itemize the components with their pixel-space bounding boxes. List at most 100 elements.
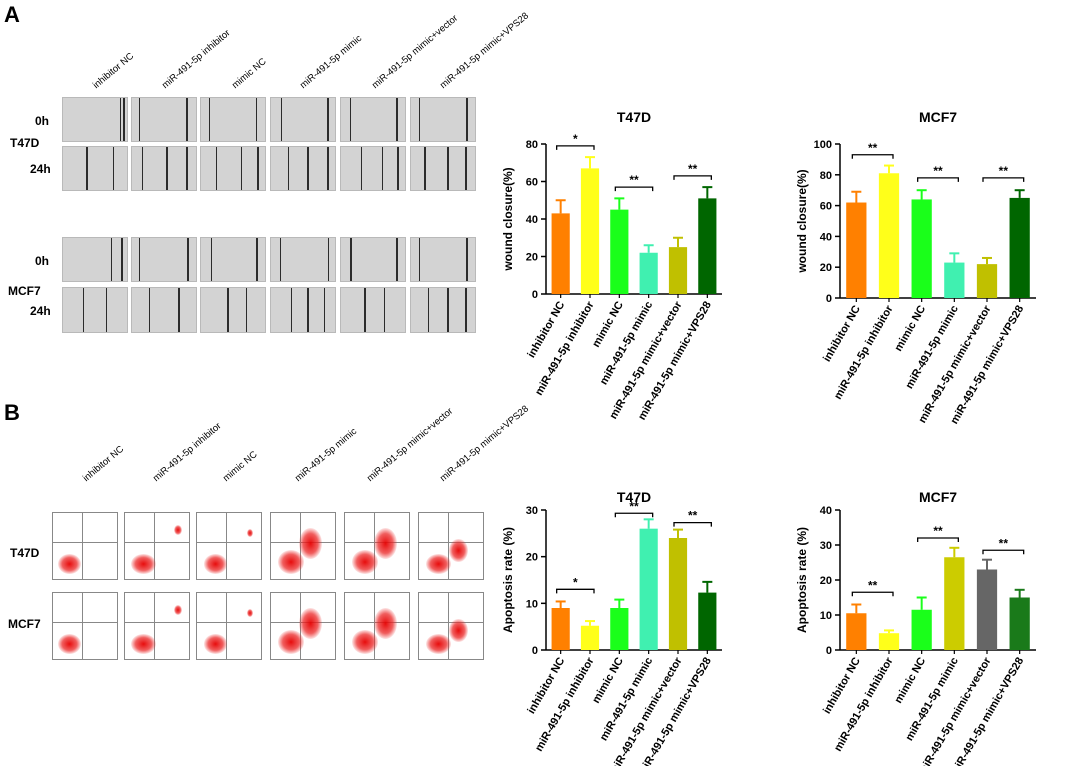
- y-tick-label: 40: [820, 231, 832, 243]
- scratch-edge: [86, 147, 88, 190]
- y-tick-label: 60: [526, 177, 538, 189]
- quadrant-line: [154, 593, 156, 659]
- scratch-edge: [287, 147, 289, 190]
- wound-image: [410, 287, 476, 333]
- wound-column-label-3: miR-491-5p mimic: [297, 33, 365, 91]
- scratch-edge: [178, 288, 180, 332]
- significance-bracket: [614, 186, 654, 192]
- scratch-edge: [327, 147, 329, 190]
- scratch-edge: [82, 288, 85, 332]
- scratch-edge: [257, 147, 259, 190]
- scratch-edge: [465, 147, 467, 190]
- chart-title: MCF7: [919, 109, 957, 125]
- significance-bracket: [851, 591, 894, 597]
- significance-label: **: [688, 162, 698, 176]
- scratch-edge: [383, 288, 386, 332]
- time-label-0h-mcf7: 0h: [35, 254, 50, 268]
- x-tick-label: miR-491-5p inhibitor: [533, 655, 597, 754]
- y-tick-label: 20: [526, 252, 538, 264]
- scratch-edge: [349, 98, 352, 141]
- scratch-edge: [364, 288, 366, 332]
- significance-bracket: [556, 145, 595, 150]
- bar: [944, 557, 965, 650]
- flow-plot: [270, 512, 336, 580]
- bar: [698, 592, 717, 650]
- y-tick-label: 30: [526, 505, 538, 517]
- quadrant-line: [197, 542, 261, 544]
- cell-population: [299, 608, 323, 639]
- scratch-edge: [381, 147, 384, 190]
- scratch-edge: [105, 288, 108, 332]
- bar: [944, 262, 965, 298]
- wound-column-label-0: inhibitor NC: [90, 50, 137, 91]
- scratch-edge: [138, 98, 141, 141]
- scratch-edge: [256, 238, 258, 281]
- time-label-24h-mcf7: 24h: [30, 304, 51, 318]
- panel-label-b: B: [4, 400, 20, 425]
- chart-title: T47D: [617, 109, 651, 125]
- cell-population: [426, 553, 452, 575]
- scratch-edge: [280, 98, 283, 141]
- significance-bracket: [851, 154, 894, 159]
- scratch-edge: [148, 288, 150, 332]
- flow-plot: [196, 592, 262, 660]
- cell-population: [449, 618, 468, 643]
- scratch-edge: [418, 238, 421, 281]
- scratch-edge: [119, 98, 122, 141]
- cell-population: [203, 634, 228, 654]
- cell-line-label-t47d-b: T47D: [10, 546, 40, 560]
- scratch-edge: [447, 288, 449, 332]
- scratch-edge: [427, 288, 429, 332]
- cell-population: [173, 604, 182, 616]
- scratch-edge: [121, 238, 123, 281]
- y-tick-label: 0: [532, 645, 538, 657]
- bar: [1009, 597, 1030, 650]
- wound-image: [340, 237, 406, 282]
- scratch-edge: [279, 238, 282, 281]
- wound-image: [270, 146, 336, 191]
- scratch-edge: [138, 238, 141, 281]
- significance-label: *: [573, 132, 578, 146]
- bar: [668, 247, 688, 294]
- bar: [878, 633, 900, 650]
- significance-bracket: [982, 177, 1025, 182]
- x-tick-label: miR-491-5p mimic: [598, 300, 655, 388]
- significance-label: **: [933, 524, 943, 538]
- bar: [610, 608, 629, 650]
- wound-image: [62, 237, 128, 282]
- y-tick-label: 20: [820, 575, 832, 587]
- quadrant-line: [82, 513, 84, 579]
- bar: [846, 202, 867, 298]
- significance-bracket: [982, 549, 1025, 555]
- scratch-edge: [186, 147, 188, 190]
- cell-population: [130, 633, 157, 655]
- chart-title: T47D: [617, 489, 651, 505]
- wound-image: [131, 237, 197, 282]
- scratch-edge: [327, 238, 330, 281]
- scratch-edge: [327, 98, 329, 141]
- significance-label: **: [629, 499, 639, 513]
- flow-plot: [418, 592, 484, 660]
- time-label-24h-t47d: 24h: [30, 162, 51, 176]
- bar: [976, 264, 998, 298]
- flow-column-label-0: inhibitor NC: [80, 443, 127, 484]
- scratch-edge: [187, 238, 189, 281]
- wound-image: [62, 287, 128, 333]
- quadrant-line: [53, 542, 117, 544]
- y-tick-label: 40: [820, 505, 832, 517]
- cell-population: [449, 538, 468, 563]
- scratch-edge: [396, 98, 398, 141]
- wound-image: [410, 97, 476, 142]
- cell-population: [246, 529, 254, 538]
- quadrant-line: [226, 593, 228, 659]
- cell-population: [130, 553, 157, 575]
- quadrant-line: [125, 622, 189, 624]
- y-tick-label: 80: [820, 170, 832, 182]
- bar: [551, 213, 570, 294]
- scratch-edge: [350, 238, 352, 281]
- x-tick-label: miR-491-5p inhibitor: [533, 299, 597, 398]
- wound-image: [200, 146, 266, 191]
- scratch-edge: [240, 147, 243, 190]
- y-tick-label: 0: [826, 645, 832, 657]
